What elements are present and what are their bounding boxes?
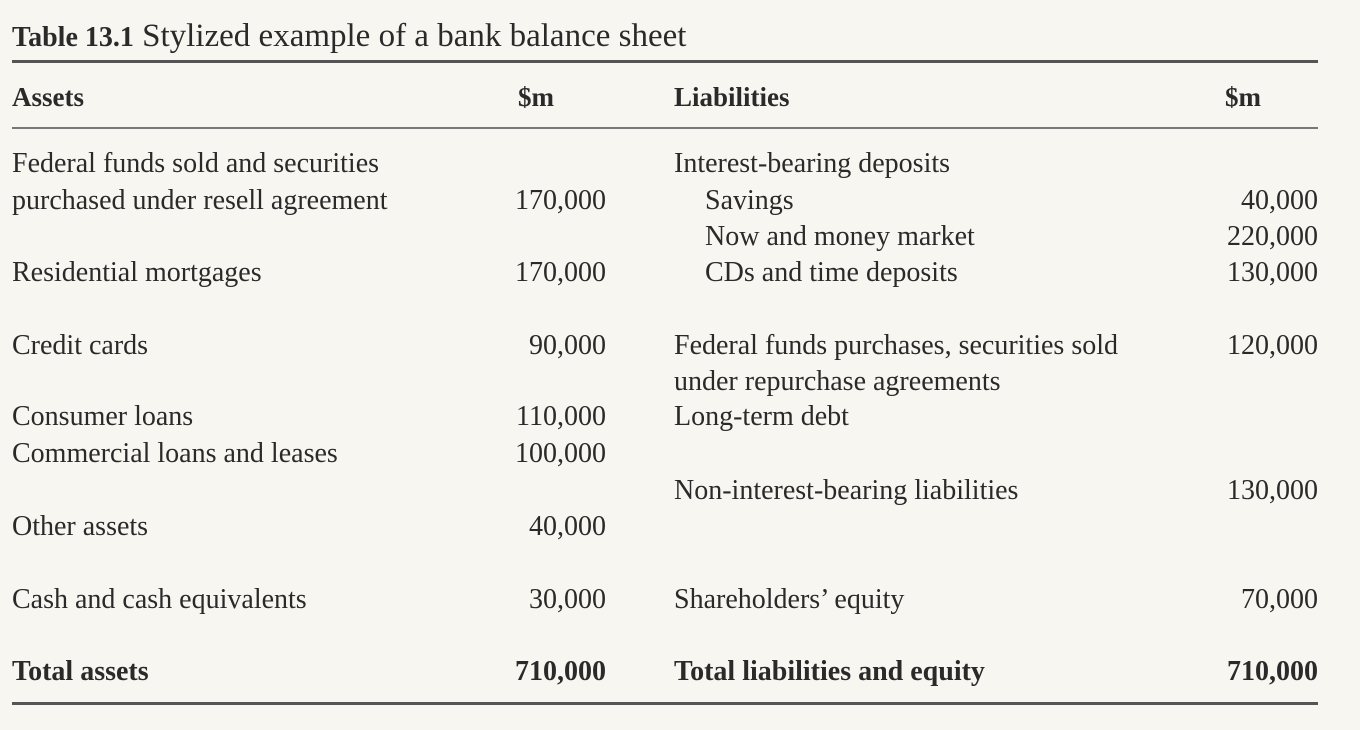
asset-label-commercial-loans: Commercial loans and leases	[12, 438, 338, 469]
asset-value-consumer-loans: 110,000	[516, 401, 606, 432]
table-title: Stylized example of a bank balance sheet	[142, 18, 687, 54]
asset-label-other-assets: Other assets	[12, 511, 149, 542]
liability-label-equity: Shareholders’ equity	[674, 584, 905, 615]
liability-label-interest-bearing: Interest-bearing deposits	[674, 148, 951, 179]
header-rule	[12, 127, 1318, 129]
liability-label-non-interest: Non-interest-bearing liabilities	[674, 475, 1019, 506]
asset-value-mortgages: 170,000	[515, 257, 606, 288]
asset-value-other-assets: 40,000	[529, 511, 606, 542]
table-caption: Table 13.1 Stylized example of a bank ba…	[12, 14, 686, 60]
asset-value-cash: 30,000	[529, 584, 606, 615]
asset-label-fed-funds-line2: purchased under resell agreement	[12, 185, 388, 216]
bottom-rule	[12, 702, 1318, 705]
liability-value-fed-funds: 120,000	[1227, 330, 1318, 361]
liability-label-long-term-debt: Long-term debt	[674, 401, 849, 432]
liability-value-money-market: 220,000	[1227, 221, 1318, 252]
asset-label-credit-cards: Credit cards	[12, 330, 149, 361]
liability-label-fed-funds-line2: under repurchase agreements	[674, 366, 1001, 397]
total-liabilities-label: Total liabilities and equity	[674, 656, 985, 687]
asset-label-mortgages: Residential mortgages	[12, 257, 262, 288]
liability-label-savings: Savings	[705, 185, 794, 216]
liability-value-non-interest: 130,000	[1227, 475, 1318, 506]
header-assets: Assets	[12, 82, 84, 112]
asset-value-fed-funds: 170,000	[515, 185, 606, 216]
total-liabilities-value: 710,000	[1227, 656, 1318, 687]
asset-label-consumer-loans: Consumer loans	[12, 401, 194, 432]
total-assets-value: 710,000	[515, 656, 606, 687]
asset-label-cash: Cash and cash equivalents	[12, 584, 307, 615]
asset-label-fed-funds-line1: Federal funds sold and securities	[12, 148, 380, 179]
liability-value-savings: 40,000	[1241, 185, 1318, 216]
top-rule	[12, 60, 1318, 63]
liability-value-cds: 130,000	[1227, 257, 1318, 288]
header-liabilities: Liabilities	[674, 82, 790, 112]
liability-label-money-market: Now and money market	[705, 221, 975, 252]
asset-value-credit-cards: 90,000	[529, 330, 606, 361]
liability-label-fed-funds-line1: Federal funds purchases, securities sold	[674, 330, 1118, 361]
liability-label-cds: CDs and time deposits	[705, 257, 958, 288]
asset-value-commercial-loans: 100,000	[515, 438, 606, 469]
liability-value-equity: 70,000	[1241, 584, 1318, 615]
header-assets-unit: $m	[518, 82, 554, 112]
total-assets-label: Total assets	[12, 656, 149, 687]
header-liabilities-unit: $m	[1225, 82, 1261, 112]
table-number: Table 13.1	[12, 22, 134, 53]
